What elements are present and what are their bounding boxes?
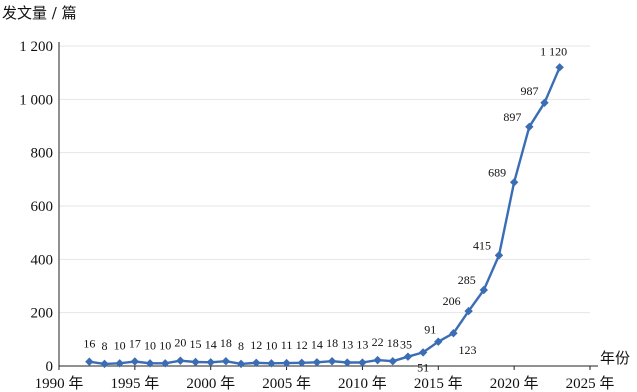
x-tick-label-0: 1990 年	[35, 375, 84, 392]
data-label-2: 10	[114, 338, 126, 352]
data-label-15: 14	[311, 337, 323, 351]
data-point-7	[191, 357, 200, 367]
data-point-17	[343, 358, 352, 367]
data-point-25	[464, 306, 473, 316]
data-label-31: 1 120	[540, 44, 567, 58]
data-point-9	[221, 357, 231, 366]
data-label-10: 8	[238, 339, 244, 353]
data-label-12: 10	[265, 338, 277, 352]
data-point-12	[267, 359, 276, 368]
data-label-9: 18	[220, 336, 232, 350]
y-tick-label-1: 200	[31, 306, 54, 322]
data-point-27	[494, 251, 504, 260]
data-point-31	[555, 63, 564, 72]
data-point-1	[100, 359, 109, 369]
data-point-26	[479, 285, 488, 295]
data-point-8	[206, 358, 215, 367]
data-point-2	[115, 359, 124, 368]
data-point-28	[509, 178, 519, 187]
data-point-6	[176, 356, 185, 365]
y-tick-label-2: 400	[31, 252, 54, 268]
data-point-29	[525, 122, 534, 131]
data-point-22	[418, 348, 428, 357]
x-tick-label-5: 2015 年	[414, 375, 463, 392]
data-label-6: 20	[174, 336, 186, 350]
grid	[59, 45, 590, 314]
series-line-0	[89, 66, 561, 366]
data-point-21	[403, 352, 413, 361]
data-label-30: 987	[520, 84, 538, 98]
data-point-19	[373, 355, 382, 365]
data-label-19: 22	[372, 335, 384, 349]
x-tick-label-1: 1995 年	[110, 375, 159, 392]
data-label-18: 13	[356, 338, 368, 352]
data-point-0	[85, 357, 94, 366]
data-point-15	[312, 358, 322, 367]
data-point-16	[327, 357, 337, 366]
data-label-22: 51	[417, 360, 429, 374]
data-label-5: 10	[159, 338, 171, 352]
data-label-25: 206	[443, 294, 461, 308]
data-labels: 16 8 10 17 10 10 20 15 14 18 8 12 10 11 12 14 18 13 13 22 18…	[83, 44, 567, 374]
x-tick-label-2: 2000 年	[186, 375, 235, 392]
data-point-13	[282, 358, 291, 368]
data-label-11: 12	[250, 338, 262, 352]
data-point-10	[236, 359, 246, 369]
y-axis-title: 发文量 / 篇	[2, 4, 77, 22]
y-tick-label-4: 800	[31, 146, 54, 162]
x-tick-label-7: 2025 年	[566, 375, 615, 392]
data-label-14: 12	[296, 338, 308, 352]
x-axis-title: 年份	[600, 349, 630, 367]
data-point-11	[252, 358, 261, 367]
data-label-29: 897	[503, 110, 521, 124]
data-label-0: 16	[83, 337, 95, 351]
data-point-5	[161, 359, 170, 368]
data-point-14	[297, 358, 306, 367]
data-point-3	[130, 357, 140, 366]
axes	[58, 42, 598, 367]
data-label-26: 285	[458, 273, 476, 287]
data-label-21: 35	[400, 338, 412, 352]
y-tick-label-0: 0	[46, 359, 54, 375]
x-tick-label-4: 2010 年	[338, 375, 387, 392]
data-label-23: 91	[424, 323, 436, 337]
x-tick-labels: 1990 年 1995 年 2000 年 2005 年 2010 年 2015 年 2020…	[35, 366, 615, 392]
data-label-16: 18	[326, 336, 338, 350]
y-tick-labels: 0 200 400 600 800 1 000 1 200	[19, 39, 53, 375]
data-point-23	[434, 337, 443, 346]
data-point-30	[540, 98, 549, 107]
data-label-1: 8	[102, 339, 108, 353]
data-label-28: 689	[488, 165, 506, 179]
y-tick-label-3: 600	[31, 199, 54, 215]
data-point-24	[449, 329, 458, 338]
data-label-20: 18	[387, 336, 399, 350]
data-point-18	[358, 358, 367, 367]
data-label-24: 123	[458, 343, 476, 357]
series-group	[85, 63, 564, 369]
data-label-3: 17	[129, 336, 141, 350]
data-label-4: 10	[144, 338, 156, 352]
data-label-7: 15	[190, 337, 202, 351]
x-tick-label-3: 2005 年	[262, 375, 311, 392]
data-label-13: 11	[281, 338, 293, 352]
data-point-4	[145, 359, 155, 368]
data-label-27: 415	[473, 238, 491, 252]
x-tick-label-6: 2020 年	[490, 375, 539, 392]
y-tick-label-5: 1 000	[19, 92, 53, 108]
data-point-20	[388, 357, 397, 366]
y-tick-label-6: 1 200	[19, 39, 53, 55]
data-label-17: 13	[341, 338, 353, 352]
data-label-8: 14	[205, 337, 217, 351]
